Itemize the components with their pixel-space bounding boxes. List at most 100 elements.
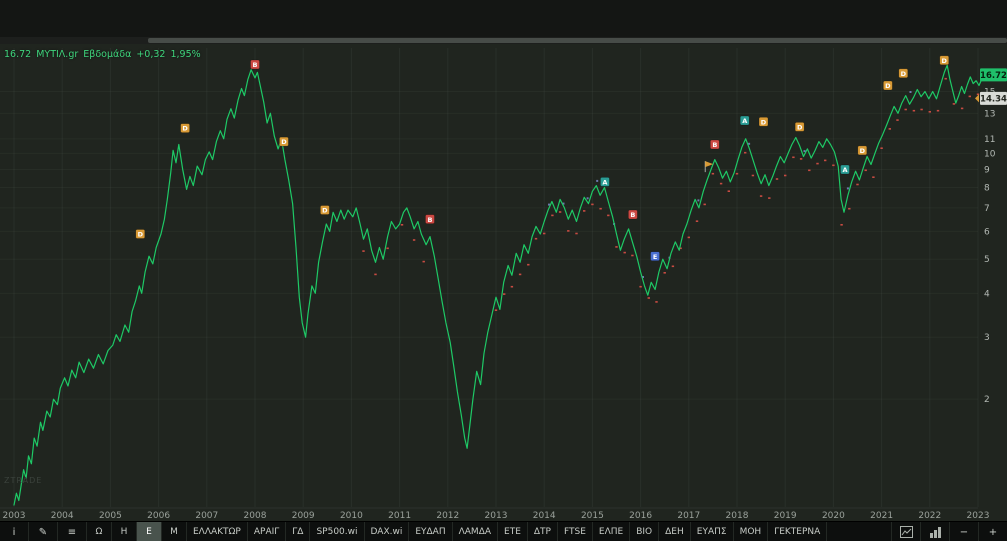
ticker-button-δεη[interactable]: ΔΕΗ bbox=[659, 522, 691, 541]
ticker-button-sp500.wi[interactable]: SP500.wi bbox=[310, 522, 365, 541]
zoom-in-button[interactable]: + bbox=[978, 522, 1007, 541]
x-axis-year-label: 2006 bbox=[147, 511, 170, 521]
event-marker[interactable]: D bbox=[135, 229, 146, 239]
y-axis-tick-label: 11 bbox=[984, 135, 995, 145]
ticker-button-ευδαπ[interactable]: ΕΥΔΑΠ bbox=[409, 522, 453, 541]
ticker-button-γδ[interactable]: ΓΔ bbox=[286, 522, 311, 541]
red-indicator-dot bbox=[768, 197, 771, 199]
ticker-button-dax.wi[interactable]: DAX.wi bbox=[365, 522, 410, 541]
timeframe-monthly[interactable]: M bbox=[162, 522, 187, 541]
blue-indicator-dot bbox=[846, 187, 849, 190]
info-button[interactable]: i bbox=[0, 522, 29, 541]
red-indicator-dot bbox=[527, 263, 530, 266]
price-line[interactable] bbox=[13, 64, 986, 506]
red-indicator-dot bbox=[703, 203, 706, 206]
ticker-button-δτρ[interactable]: ΔΤΡ bbox=[528, 522, 558, 541]
ticker-button-ελπε[interactable]: ΕΛΠΕ bbox=[593, 522, 631, 541]
event-marker-label: D bbox=[182, 125, 188, 133]
event-marker[interactable]: D bbox=[898, 68, 909, 79]
red-indicator-dot bbox=[400, 224, 404, 226]
x-axis-year-label: 2023 bbox=[967, 511, 990, 521]
blue-indicator-dot bbox=[909, 91, 912, 93]
event-marker-label: A bbox=[742, 117, 747, 125]
y-axis-tick-label: 4 bbox=[984, 289, 990, 299]
plot[interactable]: D D B D D B A B E B A D D A D D D D bbox=[13, 55, 986, 506]
x-axis-year-label: 2020 bbox=[822, 511, 845, 521]
draw-button[interactable]: ✎ bbox=[29, 522, 58, 541]
event-marker[interactable]: D bbox=[279, 136, 289, 147]
red-indicator-dot bbox=[623, 251, 626, 254]
red-indicator-dot bbox=[374, 273, 377, 276]
red-indicator-dot bbox=[792, 156, 795, 159]
chart-area[interactable]: D D B D D B A B E B A D D A D D D D 2003 2004 2005 2006 2007 20… bbox=[0, 44, 1007, 521]
red-indicator-dot bbox=[856, 183, 859, 186]
x-axis-year-label: 2009 bbox=[292, 511, 315, 521]
red-indicator-dot bbox=[671, 265, 675, 268]
volume-button[interactable] bbox=[920, 522, 949, 541]
watermark: ZTRADE bbox=[4, 476, 43, 485]
event-marker[interactable]: D bbox=[939, 55, 950, 66]
ticker-button-ευαπς[interactable]: ΕΥΑΠΣ bbox=[691, 522, 734, 541]
red-indicator-dot bbox=[679, 247, 682, 250]
event-marker-label: D bbox=[942, 57, 948, 65]
red-indicator-dot bbox=[551, 214, 554, 217]
x-axis-year-label: 2018 bbox=[726, 511, 749, 521]
red-indicator-dot bbox=[784, 174, 787, 177]
event-marker[interactable]: D bbox=[758, 117, 769, 127]
volume-bars-icon bbox=[929, 527, 941, 538]
event-marker[interactable]: D bbox=[857, 145, 868, 156]
x-axis-year-label: 2013 bbox=[485, 511, 508, 521]
event-marker[interactable]: A bbox=[739, 115, 750, 126]
event-marker[interactable]: B bbox=[425, 214, 435, 224]
horizontal-scrollbar[interactable] bbox=[0, 37, 1007, 44]
event-marker[interactable]: B bbox=[710, 139, 720, 150]
event-marker[interactable]: A bbox=[840, 164, 850, 175]
red-indicator-dot bbox=[422, 260, 425, 263]
legend-price: 16.72 bbox=[4, 49, 32, 60]
ticker-button-μοη[interactable]: ΜΟΗ bbox=[734, 522, 769, 541]
ticker-button-γεκτερνα[interactable]: ΓΕΚΤΕΡΝΑ bbox=[768, 522, 828, 541]
ticker-button-λαμδα[interactable]: ΛΑΜΔΑ bbox=[453, 522, 499, 541]
x-axis-year-label: 2007 bbox=[195, 511, 218, 521]
red-indicator-dot bbox=[607, 214, 610, 217]
indicators-button[interactable]: ≡ bbox=[58, 522, 87, 541]
ticker-button-ετε[interactable]: ΕΤΕ bbox=[498, 522, 528, 541]
chart-type-button[interactable] bbox=[891, 522, 920, 541]
event-marker[interactable]: B bbox=[628, 209, 638, 220]
toolbar-left-group: i ✎ ≡ Ω H E M ΕΛΛΑΚΤΩΡ ΑΡΑΙΓ ΓΔ SP500.wi DAX.wi ΕΥΔΑ… bbox=[0, 522, 828, 541]
event-marker-label: B bbox=[253, 61, 258, 69]
red-indicator-dot bbox=[647, 297, 650, 299]
timeframe-weekly[interactable]: E bbox=[137, 522, 162, 541]
reference-arrow-icon bbox=[975, 94, 979, 103]
event-marker-label: B bbox=[712, 141, 717, 149]
event-marker[interactable]: E bbox=[650, 251, 660, 261]
zoom-out-button[interactable]: − bbox=[949, 522, 978, 541]
timeframe-daily[interactable]: H bbox=[112, 522, 137, 541]
toolbar-right-group: − + bbox=[891, 522, 1007, 541]
event-marker[interactable]: D bbox=[794, 122, 805, 132]
x-axis-year-label: 2005 bbox=[99, 511, 122, 521]
red-indicator-dot bbox=[386, 247, 389, 250]
red-indicator-dot bbox=[896, 119, 899, 121]
event-marker[interactable]: D bbox=[883, 80, 893, 91]
x-axis-year-label: 2003 bbox=[3, 511, 26, 521]
ticker-button-ftse[interactable]: FTSE bbox=[558, 522, 593, 541]
event-marker[interactable] bbox=[704, 161, 714, 173]
ticker-button-ελλακτωρ[interactable]: ΕΛΛΑΚΤΩΡ bbox=[187, 522, 248, 541]
red-indicator-dot bbox=[558, 211, 562, 213]
red-indicator-dot bbox=[832, 164, 835, 167]
ticker-button-βιο[interactable]: ΒΙΟ bbox=[630, 522, 660, 541]
event-marker[interactable]: A bbox=[600, 177, 610, 187]
red-indicator-dot bbox=[840, 224, 843, 226]
red-indicator-dot bbox=[824, 159, 827, 162]
scrollbar-thumb[interactable] bbox=[148, 38, 1007, 43]
current-price-value: 16.72 bbox=[980, 71, 1007, 81]
event-marker[interactable]: D bbox=[320, 205, 330, 215]
legend-symbol: ΜΥΤΙΛ.gr bbox=[36, 49, 79, 60]
event-marker[interactable]: D bbox=[180, 123, 190, 133]
top-panel bbox=[0, 0, 1007, 45]
ticker-button-αραιγ[interactable]: ΑΡΑΙΓ bbox=[248, 522, 287, 541]
timeframe-hourly[interactable]: Ω bbox=[87, 522, 112, 541]
event-marker[interactable]: B bbox=[250, 59, 260, 70]
